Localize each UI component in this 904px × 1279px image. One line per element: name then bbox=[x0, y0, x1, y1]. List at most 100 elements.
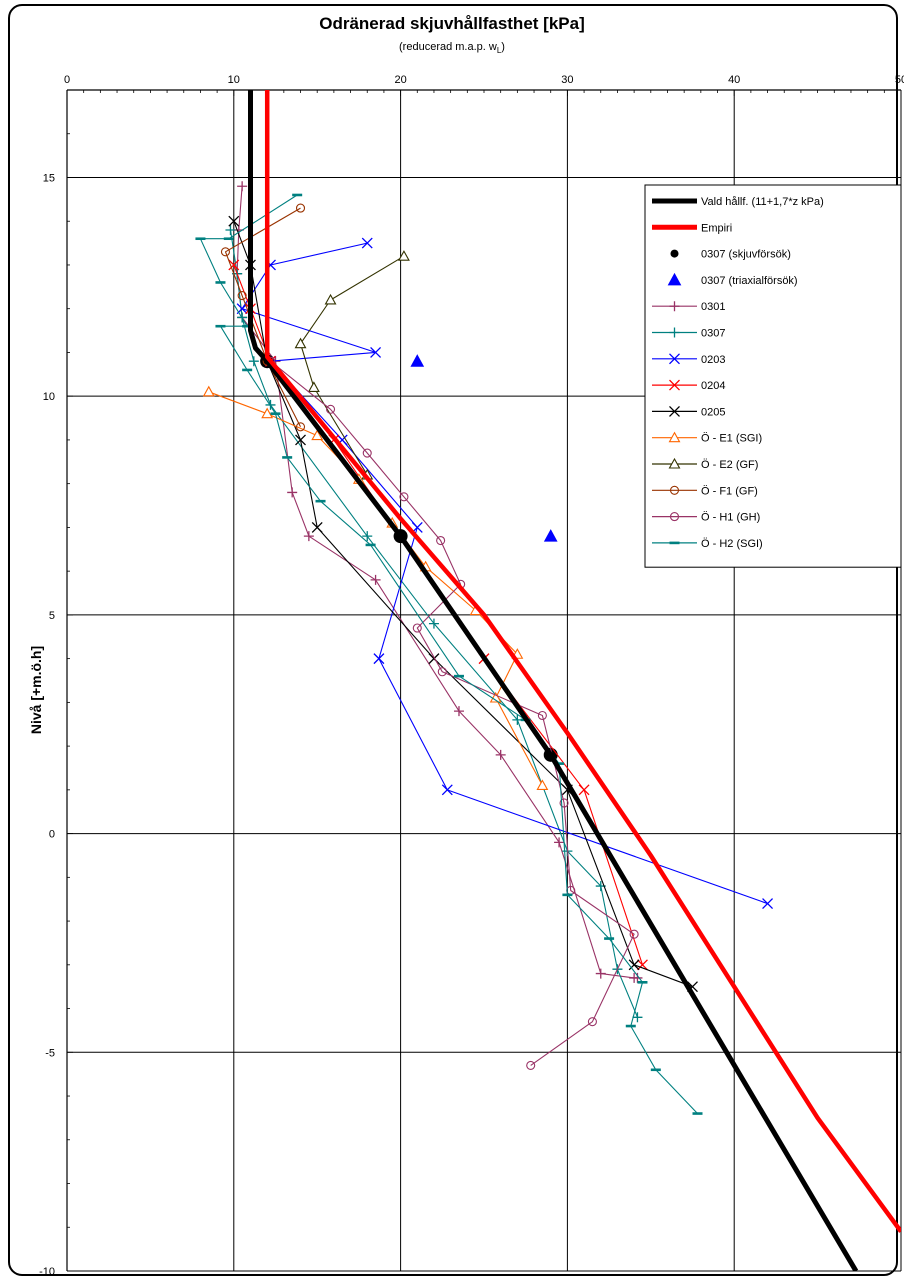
series-line bbox=[270, 360, 635, 1066]
legend-swatch-marker bbox=[669, 353, 680, 365]
series-9 bbox=[202, 385, 549, 791]
legend: Vald hållf. (11+1,7*z kPa) Empiri 0307 (sk… bbox=[644, 184, 902, 568]
data-point bbox=[303, 531, 314, 542]
series-5 bbox=[225, 224, 643, 1023]
series-12 bbox=[265, 356, 639, 1070]
legend-label: Ö - H1 (GH) bbox=[701, 512, 760, 524]
data-point bbox=[324, 293, 337, 305]
x-tick-label: 0 bbox=[64, 74, 70, 86]
series-line bbox=[233, 221, 693, 988]
legend-label: 0205 bbox=[701, 406, 725, 418]
x-tick-label: 50 bbox=[895, 74, 904, 86]
data-point bbox=[428, 618, 439, 629]
data-point bbox=[237, 181, 248, 192]
data-point bbox=[311, 521, 323, 533]
data-point bbox=[578, 784, 590, 796]
series-line bbox=[199, 194, 698, 1114]
data-point bbox=[228, 215, 240, 227]
series-line bbox=[264, 90, 901, 1233]
series-10 bbox=[294, 250, 410, 480]
data-point bbox=[595, 968, 606, 979]
y-tick-label: 15 bbox=[43, 172, 55, 184]
data-point bbox=[370, 346, 382, 358]
chart-subtitle: (reducerad m.a.p. wL) bbox=[0, 41, 904, 55]
data-point bbox=[428, 653, 440, 665]
data-point bbox=[543, 529, 558, 542]
series-line bbox=[299, 255, 405, 476]
legend-swatch-marker bbox=[669, 379, 680, 391]
legend-swatch-marker bbox=[669, 512, 680, 522]
data-point bbox=[554, 837, 565, 848]
data-point bbox=[537, 710, 547, 721]
legend-label: Empiri bbox=[701, 222, 732, 234]
legend-swatch-marker bbox=[668, 457, 681, 469]
data-point bbox=[629, 929, 639, 939]
data-point bbox=[248, 356, 259, 367]
series-line bbox=[248, 90, 859, 1271]
data-point bbox=[294, 337, 307, 349]
legend-swatch-marker bbox=[667, 272, 682, 286]
data-point bbox=[307, 381, 320, 392]
series-3 bbox=[410, 354, 558, 542]
data-point bbox=[370, 574, 381, 585]
x-tick-label: 30 bbox=[561, 74, 573, 86]
data-point bbox=[225, 224, 236, 235]
data-point bbox=[373, 653, 385, 665]
data-point bbox=[410, 354, 425, 367]
data-point bbox=[202, 385, 215, 397]
series-1 bbox=[264, 90, 901, 1233]
legend-label: Ö - H2 (SGI) bbox=[701, 538, 763, 550]
data-point bbox=[325, 404, 336, 414]
data-point bbox=[265, 399, 276, 410]
data-point bbox=[489, 691, 502, 703]
legend-label: 0203 bbox=[701, 354, 725, 366]
data-point bbox=[559, 798, 569, 808]
legend-swatch-marker bbox=[670, 249, 679, 258]
data-point bbox=[412, 623, 422, 633]
data-point bbox=[362, 448, 372, 458]
subtitle-text: (reducerad m.a.p. w bbox=[399, 41, 497, 53]
data-point bbox=[495, 749, 506, 760]
data-point bbox=[632, 972, 643, 983]
data-point bbox=[237, 291, 247, 301]
chart-title: Odränerad skjuvhållfasthet [kPa] bbox=[319, 14, 585, 33]
data-point bbox=[311, 429, 324, 441]
y-tick-label: 0 bbox=[49, 829, 55, 841]
legend-label: Ö - F1 (GF) bbox=[701, 485, 758, 497]
data-point bbox=[261, 407, 274, 419]
data-point bbox=[399, 492, 409, 502]
legend-swatch-marker bbox=[669, 327, 680, 338]
data-point bbox=[628, 959, 640, 971]
data-point bbox=[220, 247, 231, 257]
legend-swatch-marker bbox=[669, 405, 680, 417]
data-point bbox=[295, 422, 306, 432]
y-tick-label: 10 bbox=[43, 391, 55, 403]
legend-label: Ö - E1 (SGI) bbox=[701, 433, 762, 445]
data-point bbox=[295, 203, 306, 213]
x-tick-label: 20 bbox=[394, 74, 406, 86]
legend-box bbox=[644, 184, 902, 568]
data-point bbox=[398, 250, 410, 261]
legend-label: 0307 (skjuvförsök) bbox=[701, 249, 791, 261]
data-point bbox=[287, 487, 298, 498]
legend-label: 0204 bbox=[701, 380, 725, 392]
data-point bbox=[441, 784, 453, 796]
data-point bbox=[536, 779, 549, 791]
data-point bbox=[295, 434, 306, 446]
series-group bbox=[195, 90, 901, 1271]
x-tick-label: 40 bbox=[728, 74, 740, 86]
legend-swatch-marker bbox=[668, 431, 681, 443]
data-point bbox=[512, 714, 523, 725]
series-line bbox=[236, 186, 638, 979]
x-tick-label: 10 bbox=[228, 74, 240, 86]
data-point bbox=[762, 898, 774, 910]
legend-swatch-marker bbox=[669, 301, 680, 312]
series-4 bbox=[232, 181, 643, 983]
y-tick-label: 5 bbox=[49, 610, 55, 622]
data-point bbox=[453, 706, 464, 717]
data-point bbox=[587, 1017, 597, 1027]
data-point bbox=[362, 531, 373, 542]
legend-label: 0307 (triaxialförsök) bbox=[701, 275, 798, 287]
subtitle-subscript: L bbox=[496, 46, 502, 56]
